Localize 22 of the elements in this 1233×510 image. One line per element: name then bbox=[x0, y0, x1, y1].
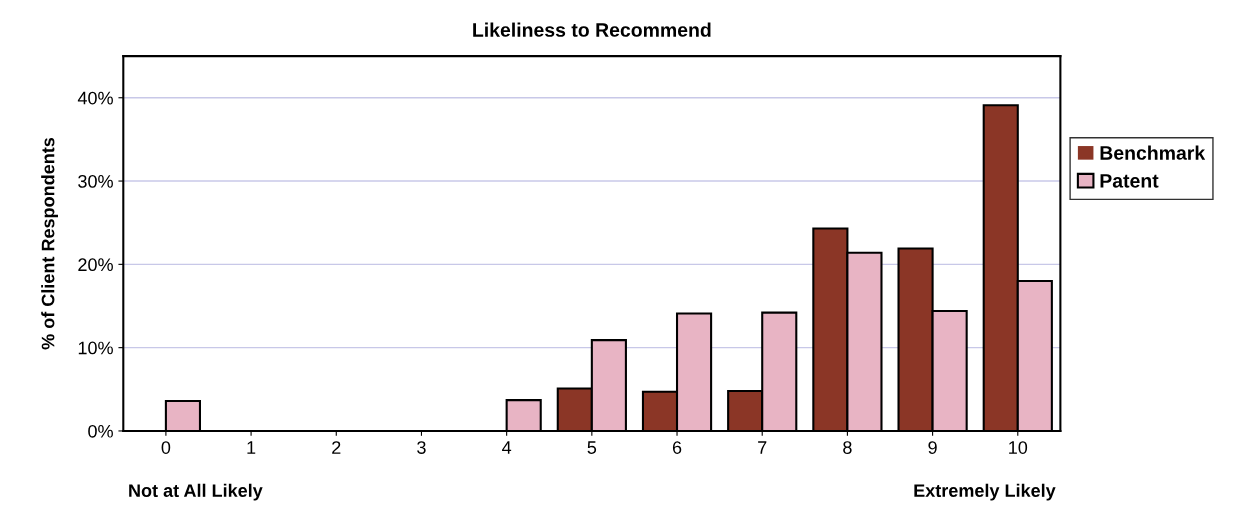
x-tick-label: 6 bbox=[672, 441, 682, 454]
x-tick-label: 7 bbox=[758, 441, 767, 454]
x-tick-label: 9 bbox=[928, 441, 937, 454]
legend-label: Patent bbox=[1100, 174, 1159, 188]
x-tick-label: 5 bbox=[587, 441, 597, 454]
x-tick-label: 8 bbox=[843, 441, 852, 454]
text: Not at All Likely bbox=[129, 483, 263, 501]
legend-label: Benchmark bbox=[1100, 145, 1206, 160]
y-tick-label: 0% bbox=[88, 424, 113, 438]
y-tick-label: 30% bbox=[78, 174, 113, 188]
x-tick-label: 2 bbox=[332, 441, 341, 454]
x-tick-label: 10 bbox=[1009, 441, 1028, 454]
x-tick-label: 0 bbox=[161, 441, 171, 454]
x-tick-label: 3 bbox=[417, 441, 426, 454]
chart-title: Likeliness to Recommend bbox=[473, 22, 711, 37]
y-axis-title: % of Client Respondents bbox=[41, 137, 58, 350]
y-tick-label: 40% bbox=[77, 91, 113, 105]
y-tick-label: 20% bbox=[78, 258, 113, 272]
y-tick-label: 10% bbox=[78, 341, 113, 355]
x-tick-label: 4 bbox=[502, 441, 512, 454]
text: Extremely Likely bbox=[914, 483, 1056, 501]
x-tick-label: 1 bbox=[247, 441, 256, 454]
